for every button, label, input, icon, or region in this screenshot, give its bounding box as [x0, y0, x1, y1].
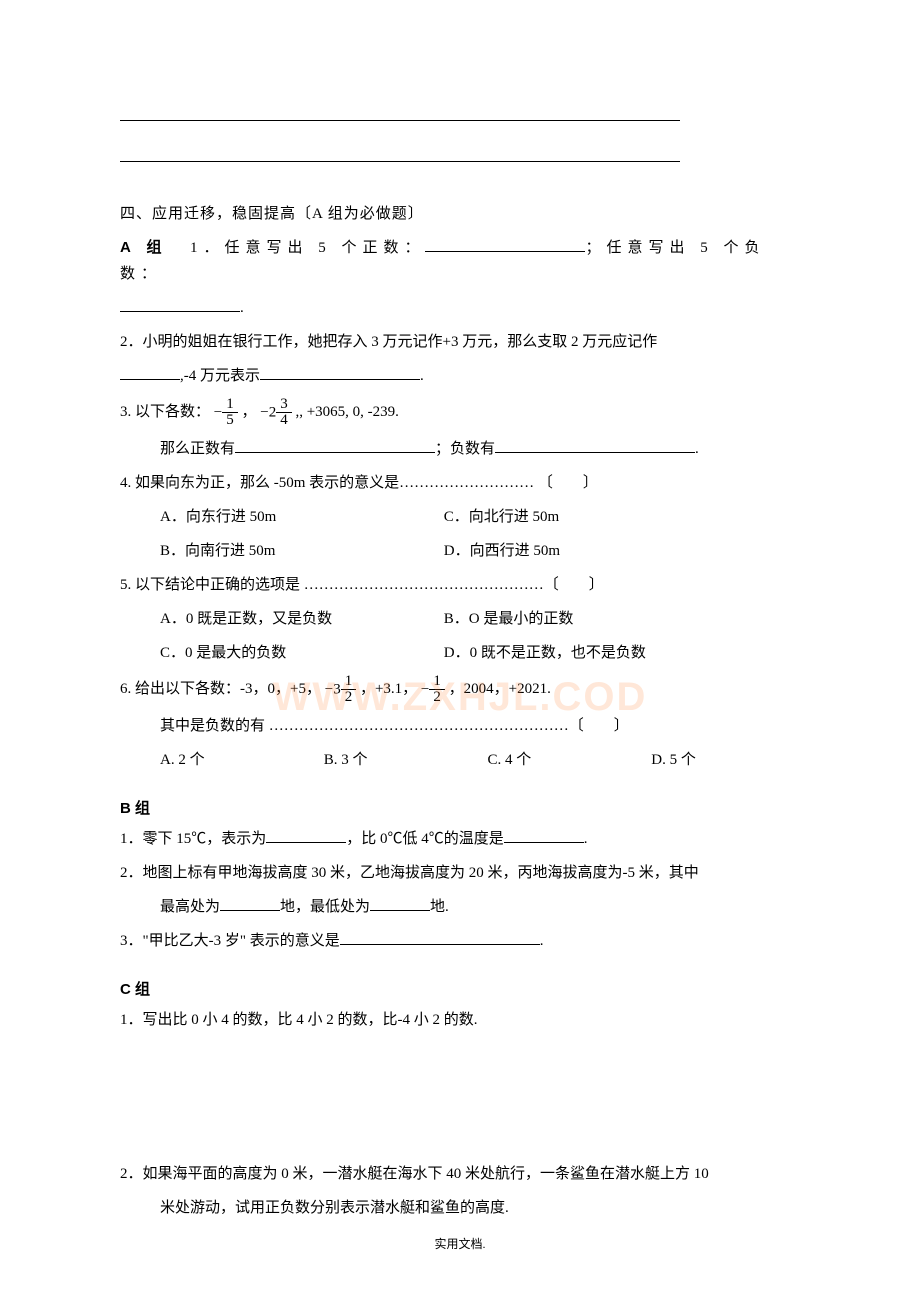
q6-optC: C. 4 个	[488, 747, 648, 773]
q6-optD: D. 5 个	[651, 747, 696, 773]
q3b-pre: 那么正数有	[160, 441, 235, 457]
spacer	[120, 1041, 800, 1161]
q6-pre: 6. 给出以下各数：-3，0，+5，	[120, 681, 321, 697]
groupA-q6: 6. 给出以下各数：-3，0，+5， −312 ，+3.1， −12 ，2004…	[120, 674, 800, 705]
q2-blank-1	[120, 379, 180, 380]
frac-3-4: 34	[276, 397, 292, 428]
frac-1-2a: 12	[341, 674, 357, 705]
q6-optA: A. 2 个	[160, 747, 320, 773]
q4-optC: C．向北行进 50m	[444, 509, 559, 525]
frac-1-5: 15	[222, 397, 238, 428]
groupA-q1b: .	[120, 295, 800, 321]
q4-optB: B．向南行进 50m	[160, 538, 440, 564]
b-q1-mid: ，比 0℃低 4℃的温度是	[346, 831, 504, 847]
b-q1-blank2	[504, 842, 584, 843]
b-q2b-end: 地.	[430, 899, 449, 915]
rule-line-2	[120, 161, 680, 162]
groupC-heading: C 组	[120, 978, 800, 999]
groupA-q4: 4. 如果向东为正，那么 -50m 表示的意义是……………………… 〔 〕	[120, 470, 800, 496]
b-q2-blank2	[370, 910, 430, 911]
q6-mid1: ，+3.1，	[360, 681, 417, 697]
groupB-q1: 1．零下 15℃，表示为 ，比 0℃低 4℃的温度是.	[120, 826, 800, 852]
q5-row1: A．0 既是正数，又是负数 B．O 是最小的正数	[120, 606, 800, 632]
q3-blank-1	[235, 452, 435, 453]
groupA-q1: A 组 1．任意写出 5 个正数：；任意写出 5 个负数：	[120, 235, 800, 287]
b-q2b-mid: 地，最低处为	[280, 899, 370, 915]
q2-end: .	[420, 368, 424, 384]
q1-blank-2	[120, 311, 240, 312]
q1-end: .	[240, 300, 244, 316]
q4-optA: A．向东行进 50m	[160, 504, 440, 530]
q6-opts: A. 2 个 B. 3 个 C. 4 个 D. 5 个	[120, 747, 800, 773]
q1-text-pre: 1．任意写出 5 个正数：	[190, 240, 426, 256]
q2-mid: ,-4 万元表示	[180, 368, 260, 384]
q2-blank-2	[260, 379, 420, 380]
b-q1-pre: 1．零下 15℃，表示为	[120, 831, 266, 847]
groupC-q2-l1: 2．如果海平面的高度为 0 米，一潜水艇在海水下 40 米处航行，一条鲨鱼在潜水…	[120, 1161, 800, 1187]
b-q2-pre: 2．地图上标有甲地海拔高度 30 米，乙地海拔高度为 20 米，丙地海拔高度为-…	[120, 865, 699, 881]
frac-1-2b: 12	[429, 674, 445, 705]
groupA-heading: A 组	[120, 239, 167, 256]
q6-optB: B. 3 个	[324, 747, 484, 773]
page-content: 四、应用迁移，稳固提高〔A 组为必做题〕 A 组 1．任意写出 5 个正数：；任…	[0, 0, 920, 1269]
b-q2b-pre: 最高处为	[160, 899, 220, 915]
q4-row2: B．向南行进 50m D．向西行进 50m	[120, 538, 800, 564]
q6-tail: ，2004，+2021.	[449, 681, 551, 697]
groupC-q1: 1．写出比 0 小 4 的数，比 4 小 2 的数，比-4 小 2 的数.	[120, 1007, 800, 1033]
q3b-end: .	[695, 441, 699, 457]
q5-optA: A．0 既是正数，又是负数	[160, 606, 440, 632]
groupB-heading: B 组	[120, 797, 800, 818]
groupA-q2: 2．小明的姐姐在银行工作，她把存入 3 万元记作+3 万元，那么支取 2 万元应…	[120, 329, 800, 355]
q4-optD: D．向西行进 50m	[444, 543, 560, 559]
b-q2-blank1	[220, 910, 280, 911]
page-footer: 实用文档.	[0, 1235, 920, 1252]
q4-row1: A．向东行进 50m C．向北行进 50m	[120, 504, 800, 530]
q5-optD: D．0 既不是正数，也不是负数	[444, 645, 646, 661]
q5-row2: C．0 是最大的负数 D．0 既不是正数，也不是负数	[120, 640, 800, 666]
groupB-q2: 2．地图上标有甲地海拔高度 30 米，乙地海拔高度为 20 米，丙地海拔高度为-…	[120, 860, 800, 886]
q2-pre: 2．小明的姐姐在银行工作，她把存入 3 万元记作+3 万元，那么支取 2 万元应…	[120, 334, 657, 350]
q3-pre: 3. 以下各数：	[120, 404, 210, 420]
rule-line-1	[120, 120, 680, 121]
b-q3-blank	[340, 944, 540, 945]
q3-tail: ,, +3065, 0, -239.	[295, 404, 398, 420]
groupC-q2-l2: 米处游动，试用正负数分别表示潜水艇和鲨鱼的高度.	[120, 1195, 800, 1221]
groupA-q5: 5. 以下结论中正确的选项是 …………………………………………〔 〕	[120, 572, 800, 598]
groupB-q2b: 最高处为 地，最低处为 地.	[120, 894, 800, 920]
q5-optB: B．O 是最小的正数	[444, 611, 574, 627]
b-q1-end: .	[584, 831, 588, 847]
groupA-q3: 3. 以下各数： −15 ， −234 ,, +3065, 0, -239.	[120, 397, 800, 428]
b-q3-end: .	[540, 933, 544, 949]
b-q1-blank1	[266, 842, 346, 843]
q5-optC: C．0 是最大的负数	[160, 640, 440, 666]
section-4-title: 四、应用迁移，稳固提高〔A 组为必做题〕	[120, 202, 800, 223]
q3-mid1: ，	[241, 404, 256, 420]
groupA-q3b: 那么正数有 ；负数有.	[120, 436, 800, 462]
groupA-q2b: ,-4 万元表示.	[120, 363, 800, 389]
groupB-q3: 3．"甲比乙大-3 岁" 表示的意义是.	[120, 928, 800, 954]
q6-line2: 其中是负数的有 ……………………………………………………〔 〕	[120, 713, 800, 739]
q3b-mid: ；负数有	[435, 441, 495, 457]
b-q3-pre: 3．"甲比乙大-3 岁" 表示的意义是	[120, 933, 340, 949]
q1-blank-1	[425, 251, 585, 252]
q3-blank-2	[495, 452, 695, 453]
